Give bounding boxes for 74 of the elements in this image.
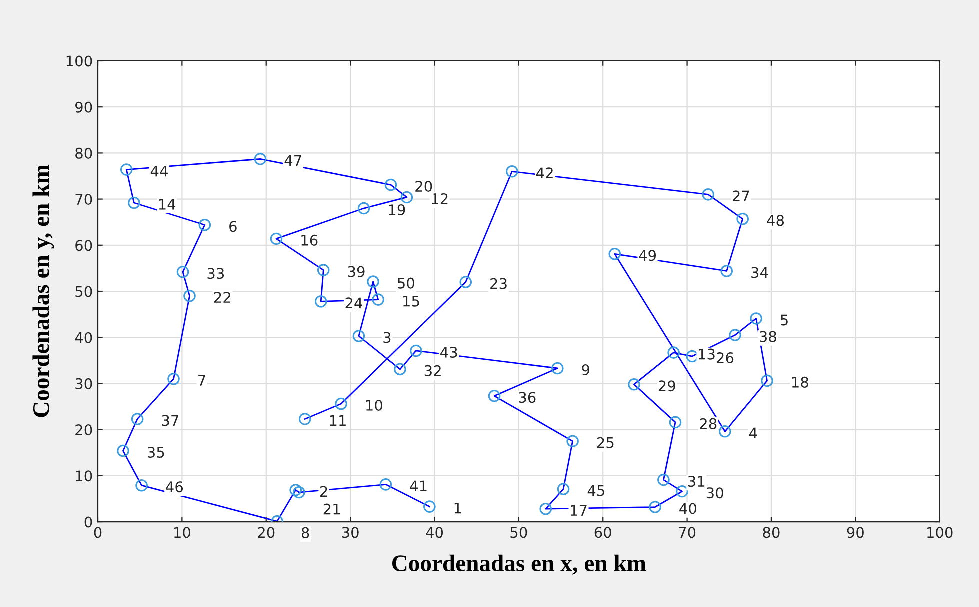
annotation: 3 <box>384 332 391 344</box>
annotation: 34 <box>752 267 768 278</box>
y-axis-title: Coordenadas en y, en km <box>32 164 54 418</box>
x-tick-label: 10 <box>174 527 190 538</box>
annotation: 23 <box>490 278 507 290</box>
x-tick-label: 100 <box>928 527 953 538</box>
y-tick-label: 100 <box>66 56 92 67</box>
annotation: 2 <box>320 486 328 498</box>
annotation: 32 <box>424 365 441 376</box>
x-tick-label: 60 <box>594 527 612 538</box>
y-tick-label: 60 <box>76 240 92 252</box>
annotation: 9 <box>582 364 590 376</box>
annotation: 24 <box>346 298 362 308</box>
annotation: 42 <box>536 168 553 178</box>
y-tick-label: 50 <box>76 286 92 298</box>
annotation: 14 <box>159 199 176 210</box>
annotation: 7 <box>198 375 206 386</box>
x-tick-label: 80 <box>763 527 780 538</box>
annotation: 37 <box>162 415 178 426</box>
annotation: 44 <box>150 166 168 177</box>
annotation: 10 <box>366 400 382 412</box>
annotation: 47 <box>284 155 302 166</box>
y-tick-label: 80 <box>76 148 92 159</box>
x-tick-label: 30 <box>342 527 359 538</box>
annotation: 6 <box>230 221 237 232</box>
annotation: 15 <box>404 296 420 307</box>
y-tick-label: 90 <box>76 102 92 113</box>
annotation: 29 <box>658 380 676 392</box>
annotation: 13 <box>699 348 715 360</box>
annotation: 22 <box>214 292 230 303</box>
annotation: 26 <box>717 352 734 364</box>
annotation: 8 <box>302 527 310 538</box>
annotation: 33 <box>208 268 224 280</box>
x-tick-label: 50 <box>510 527 528 538</box>
annotation: 38 <box>760 331 776 342</box>
annotation: 16 <box>302 234 318 246</box>
annotation: 49 <box>639 250 656 262</box>
x-tick-label: 90 <box>847 527 864 538</box>
x-tick-label: 0 <box>94 527 102 538</box>
annotation: 43 <box>440 346 458 358</box>
annotation: 50 <box>398 278 414 289</box>
annotation: 27 <box>733 190 750 202</box>
y-tick-label: 0 <box>84 516 92 528</box>
y-tick-label: 20 <box>76 424 92 436</box>
annotation: 4 <box>749 428 758 438</box>
annotation: 36 <box>519 392 536 404</box>
annotation: 40 <box>680 503 696 514</box>
annotation: 11 <box>330 415 346 426</box>
annotation: 35 <box>148 447 164 458</box>
annotation: 28 <box>700 418 717 430</box>
annotation: 17 <box>571 505 587 516</box>
x-axis-title: Coordenadas en x, en km <box>392 554 646 575</box>
annotation: 21 <box>324 504 340 515</box>
annotation: 46 <box>166 482 184 493</box>
y-tick-label: 30 <box>76 378 92 390</box>
annotation: 19 <box>389 204 406 216</box>
annotation: 48 <box>767 215 784 226</box>
x-tick-label: 70 <box>679 527 696 538</box>
annotation: 5 <box>781 314 788 326</box>
annotation: 41 <box>410 480 427 492</box>
annotation: 20 <box>416 180 432 192</box>
annotation: 30 <box>706 488 724 499</box>
x-tick-label: 40 <box>426 527 444 538</box>
y-tick-label: 10 <box>76 470 92 482</box>
annotation: 12 <box>432 193 448 204</box>
annotation: 39 <box>348 266 365 278</box>
annotation: 31 <box>688 476 705 488</box>
y-tick-label: 40 <box>75 332 92 344</box>
y-tick-label: 70 <box>76 194 92 206</box>
annotation: 1 <box>454 502 462 514</box>
annotation: 45 <box>588 485 604 496</box>
annotation: 18 <box>792 376 808 388</box>
annotation: 25 <box>597 437 614 448</box>
x-tick-label: 20 <box>258 527 275 538</box>
